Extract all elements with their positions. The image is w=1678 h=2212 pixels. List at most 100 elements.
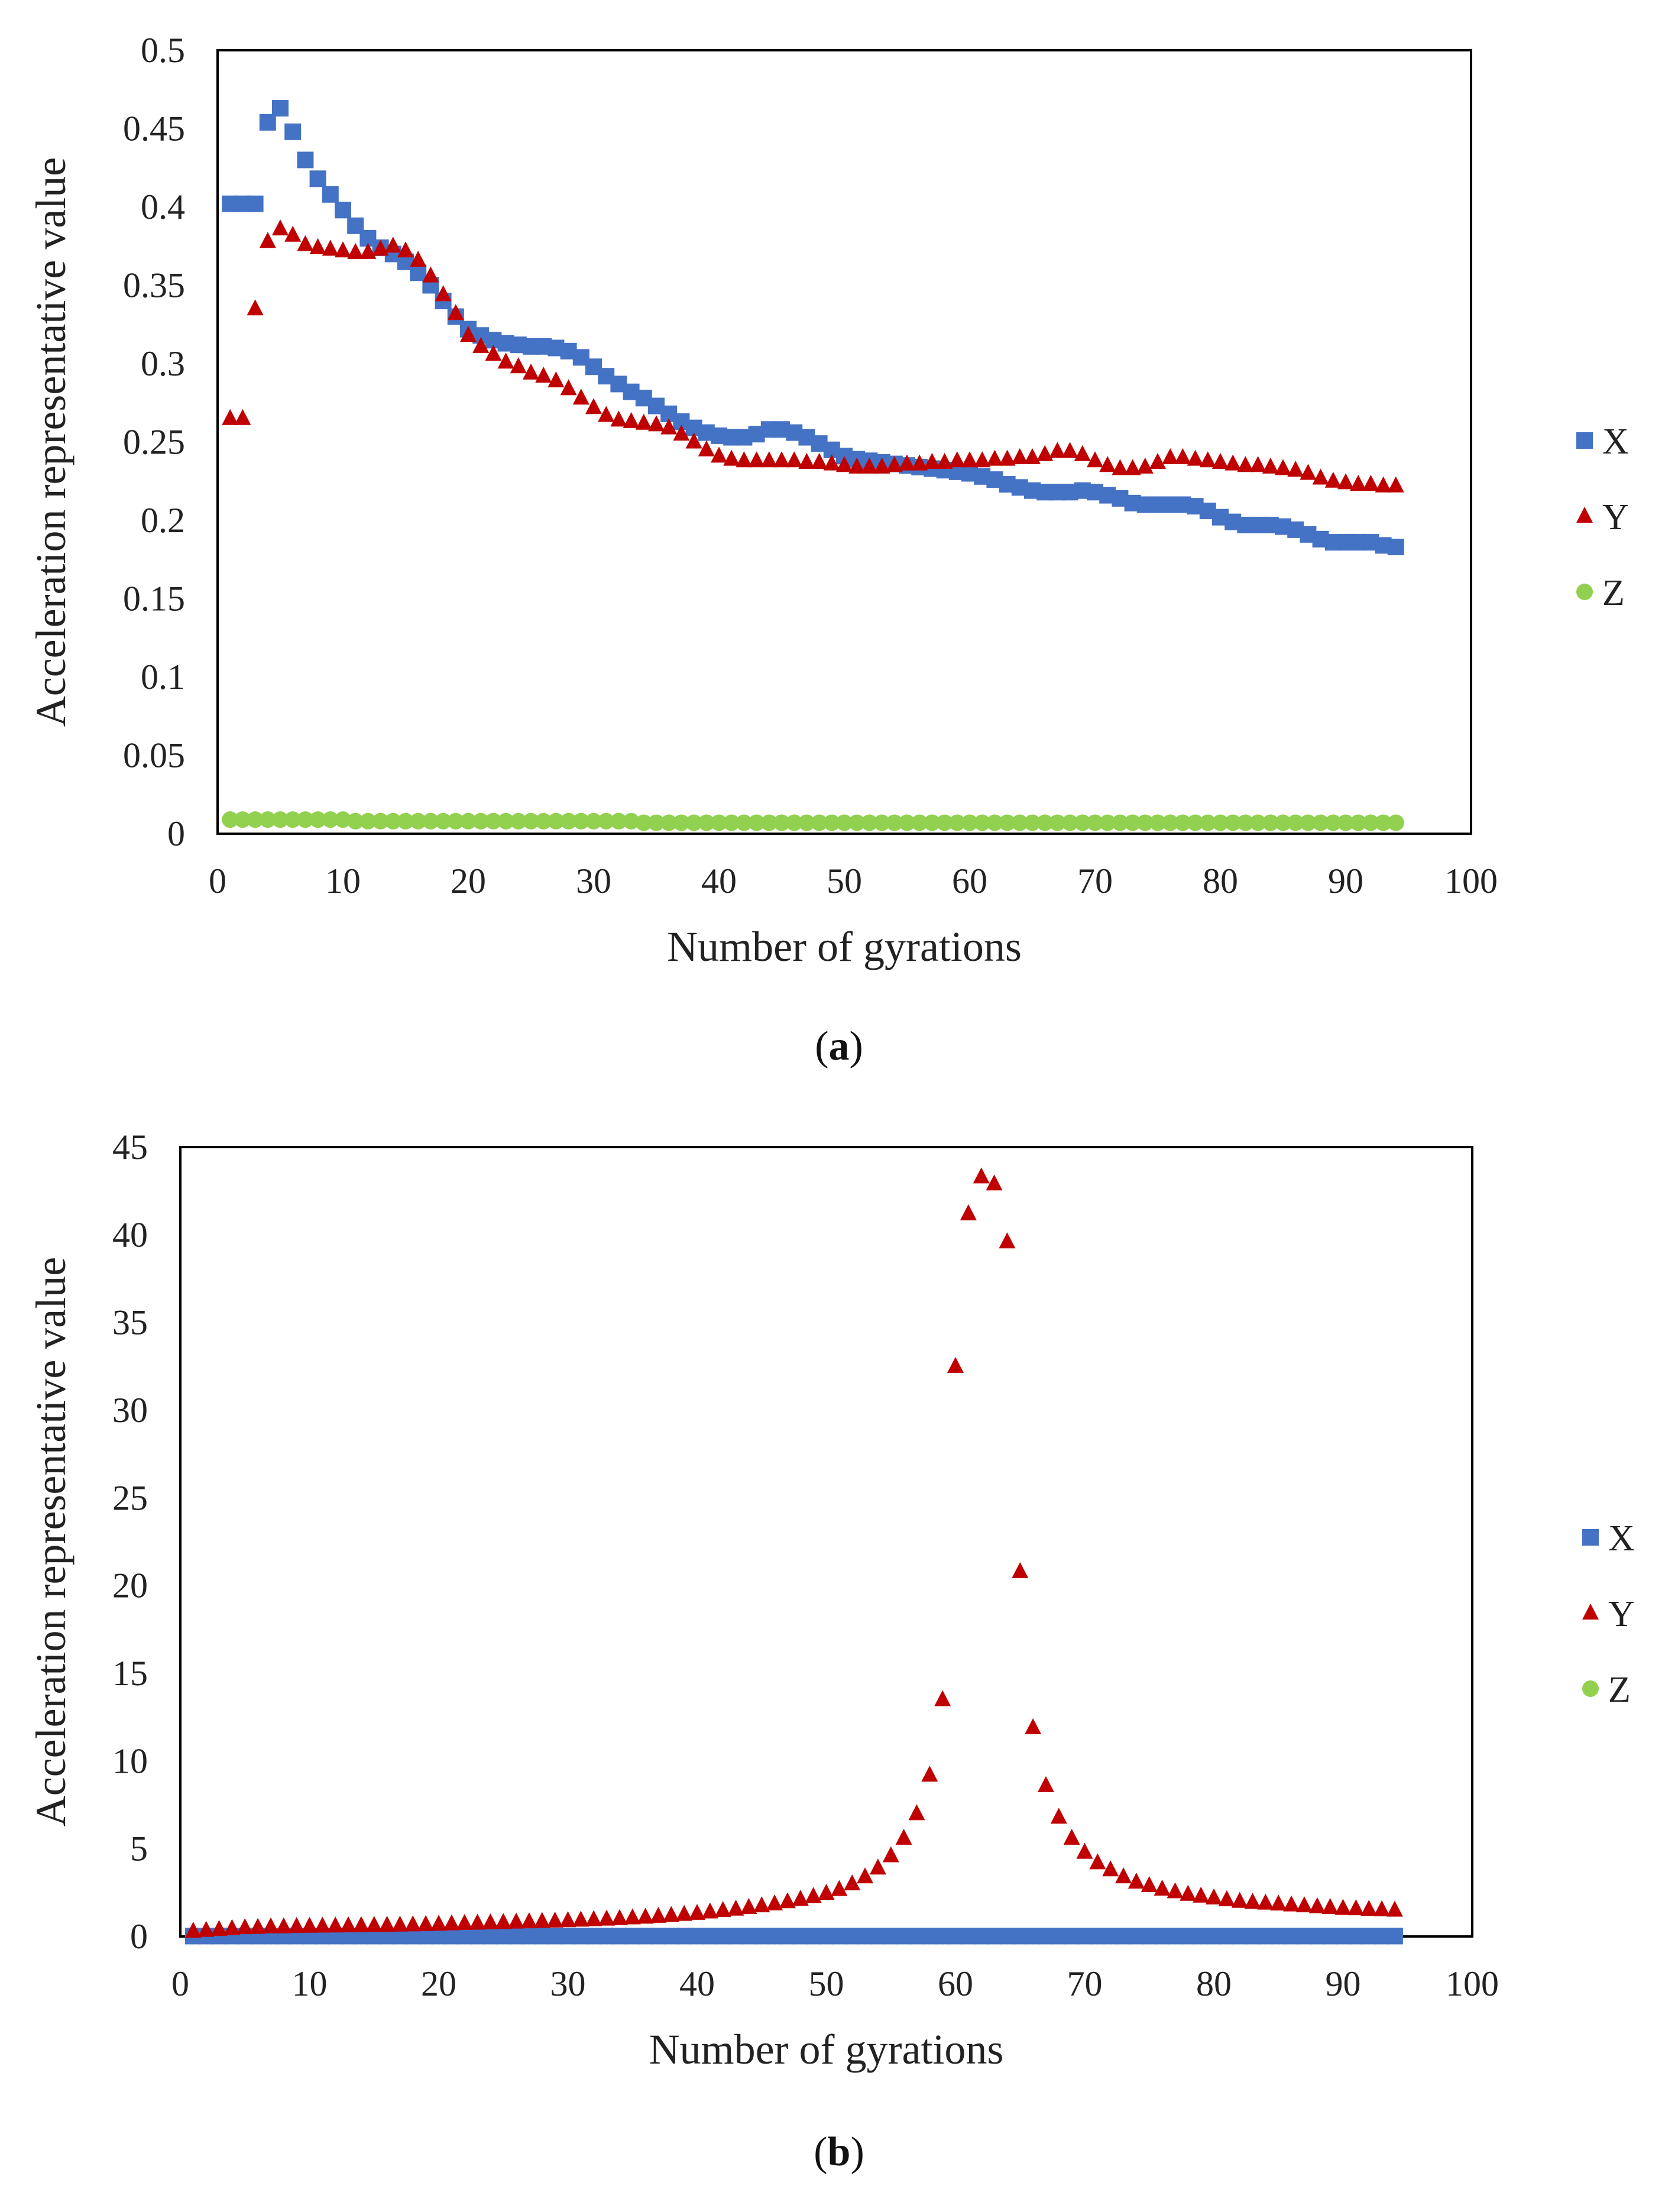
chart-a-ytick-label: 0.45 xyxy=(123,109,185,148)
chart-a-point-y xyxy=(961,451,978,468)
chart-a-point-z xyxy=(748,814,765,831)
chart-a-point-z xyxy=(359,812,377,830)
chart-a-point-y xyxy=(1225,454,1242,471)
chart-a-point-y xyxy=(610,410,627,427)
chart-a-point-z xyxy=(322,811,339,828)
chart-a-point-y xyxy=(1287,461,1304,477)
chart-a-point-z xyxy=(1149,814,1166,831)
chart-b-ytick-label: 15 xyxy=(112,1654,148,1693)
chart-a-point-z xyxy=(1136,814,1154,831)
chart-a-point-y xyxy=(523,363,539,380)
chart-a-xtick-label: 50 xyxy=(827,862,862,901)
chart-a-point-y xyxy=(1049,442,1066,458)
chart-b-point-y xyxy=(572,1910,589,1927)
chart-a-xtick-label: 40 xyxy=(701,862,737,901)
chart-b-point-y xyxy=(1321,1898,1339,1915)
chart-a-point-z xyxy=(773,814,790,831)
chart-a-point-z xyxy=(1287,814,1304,831)
chart-a-point-z xyxy=(410,812,427,830)
chart-a-point-z xyxy=(848,814,866,831)
chart-a-ytick-label: 0.05 xyxy=(123,736,185,775)
chart-b-point-y xyxy=(999,1232,1016,1249)
chart-b-point-y xyxy=(779,1892,796,1909)
chart-b-point-y xyxy=(1089,1853,1106,1870)
chart-a-point-z xyxy=(284,811,302,828)
chart-a-point-z xyxy=(1249,814,1266,831)
chart-a-point-y xyxy=(673,425,690,441)
chart-a-point-y xyxy=(924,452,941,469)
chart-a-point-z xyxy=(548,812,565,830)
chart-a-point-y xyxy=(1036,445,1054,461)
chart-a-point-z xyxy=(585,812,602,830)
chart-b-point-y xyxy=(1295,1896,1313,1913)
chart-a-ytick-label: 0.35 xyxy=(123,266,185,305)
chart-b-xtick-label: 10 xyxy=(292,1964,328,2003)
chart-a-xtick-label: 0 xyxy=(209,862,226,901)
chart-a-point-y xyxy=(635,413,652,430)
chart-a-point-z xyxy=(1199,814,1216,831)
chart-a-point-z xyxy=(948,814,966,831)
chart-b-point-y xyxy=(469,1913,486,1930)
chart-a-point-z xyxy=(1275,814,1291,831)
chart-a-point-z xyxy=(723,814,740,831)
chart-a-point-z xyxy=(1362,814,1379,831)
chart-a-point-y xyxy=(1024,448,1041,464)
chart-a-point-y xyxy=(585,398,602,414)
chart-a-ytick-label: 0.15 xyxy=(123,579,185,618)
chart-a-legend-label-z: Z xyxy=(1602,573,1625,613)
chart-a-point-y xyxy=(1011,448,1028,464)
chart-a-point-y xyxy=(284,225,302,242)
chart-a-point-z xyxy=(272,811,289,828)
chart-a-point-y xyxy=(460,326,477,342)
chart-a-point-y xyxy=(560,379,577,396)
chart-a-point-y xyxy=(397,241,414,258)
chart-a-point-z xyxy=(1049,814,1066,831)
chart-a-point-y xyxy=(1375,476,1392,493)
chart-b-point-y xyxy=(624,1908,641,1925)
chart-b-point-y xyxy=(792,1890,809,1906)
chart-a-point-y xyxy=(1124,459,1141,475)
chart-a-point-y xyxy=(1112,459,1129,475)
chart-b-xtick-label: 90 xyxy=(1326,1964,1361,2003)
chart-a-point-y xyxy=(911,454,928,471)
chart-b-point-y xyxy=(197,1920,215,1937)
chart-a-point-z xyxy=(335,811,351,828)
chart-a-ytick-label: 0 xyxy=(167,814,185,853)
chart-a-point-z xyxy=(1036,814,1054,831)
chart-a-point-y xyxy=(974,451,991,468)
chart-a-point-y xyxy=(748,451,765,468)
chart-a-point-z xyxy=(886,814,903,831)
chart-a-point-y xyxy=(335,241,351,258)
chart-b-point-y xyxy=(391,1915,409,1932)
chart-a-point-x xyxy=(259,114,276,131)
chart-b-point-y xyxy=(443,1914,460,1931)
chart-b-point-y xyxy=(637,1907,654,1924)
chart-b-xtick-label: 40 xyxy=(679,1964,715,2003)
chart-a-point-z xyxy=(1237,814,1254,831)
chart-a-plot-frame xyxy=(216,49,1472,835)
chart-a-point-y xyxy=(1249,456,1266,472)
chart-a-point-z xyxy=(234,811,251,828)
chart-b-point-y xyxy=(237,1918,254,1935)
chart-b-legend-marker-x xyxy=(1582,1529,1599,1546)
chart-a-xtick-label: 100 xyxy=(1444,862,1498,901)
chart-a-point-y xyxy=(786,451,803,468)
chart-b-point-y xyxy=(314,1916,331,1933)
caption-a: (a) xyxy=(815,1024,863,1069)
chart-a-point-z xyxy=(523,812,539,830)
chart-a-ytick-label: 0.25 xyxy=(123,423,185,462)
chart-a-point-y xyxy=(259,232,276,248)
chart-b-point-y xyxy=(869,1858,886,1875)
chart-a-point-z xyxy=(924,814,941,831)
chart-b-xtick-label: 70 xyxy=(1067,1964,1103,2003)
chart-a-point-y xyxy=(1275,459,1291,475)
chart-b-point-y xyxy=(1115,1867,1132,1884)
chart-a-point-y xyxy=(1300,464,1317,480)
chart-b-point-y xyxy=(585,1910,602,1926)
chart-a-point-z xyxy=(861,814,878,831)
chart-a-point-y xyxy=(811,452,828,469)
chart-a-x-axis-title: Number of gyrations xyxy=(667,923,1022,970)
chart-a-point-z xyxy=(1061,814,1078,831)
chart-b-point-y xyxy=(1050,1808,1067,1824)
chart-a-point-y xyxy=(297,235,314,251)
